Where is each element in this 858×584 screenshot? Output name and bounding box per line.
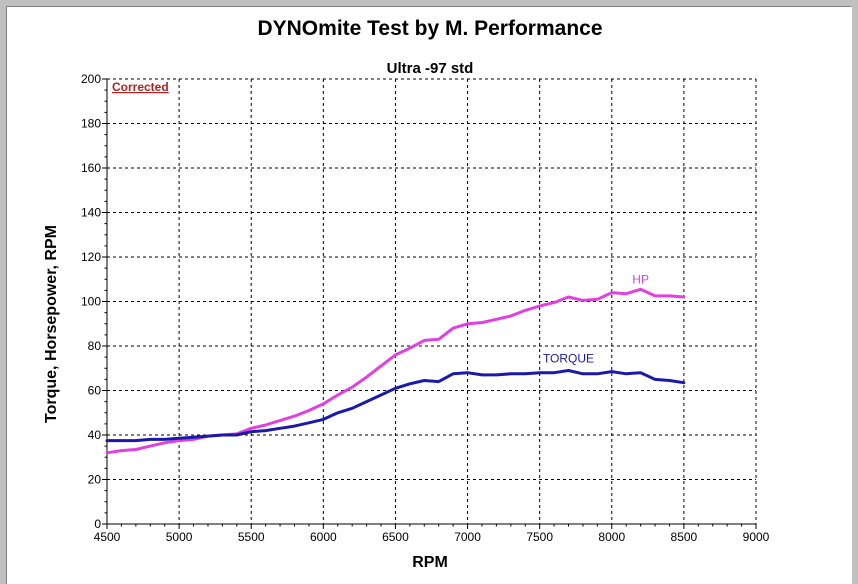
chart-frame (6, 6, 852, 584)
x-tick-label: 8500 (671, 530, 698, 544)
series-labels: HP TORQUE (543, 273, 649, 366)
axes (102, 78, 757, 529)
x-tick-label: 8000 (598, 530, 625, 544)
y-tick-label: 180 (81, 117, 101, 131)
y-tick-label: 120 (81, 250, 101, 264)
chart-subtitle: Ultra -97 std (387, 60, 474, 77)
x-tick-label: 5500 (238, 530, 265, 544)
grid (107, 78, 757, 524)
y-tick-label: 160 (81, 161, 101, 175)
series-label-hp: HP (632, 273, 649, 287)
chart-title: DYNOmite Test by M. Performance (257, 17, 602, 40)
x-tick-label: 7000 (454, 530, 481, 544)
x-tick-label: 7500 (526, 530, 553, 544)
x-tick-label: 4500 (94, 530, 121, 544)
x-tick-label: 6500 (382, 530, 409, 544)
x-tick-label: 6000 (310, 530, 337, 544)
series-lines (105, 287, 686, 455)
x-axis-label: RPM (412, 554, 448, 571)
corrected-annotation: Corrected (112, 80, 169, 94)
series-line-torque (105, 369, 686, 443)
y-tick-label: 60 (88, 384, 102, 398)
y-tick-label: 100 (81, 295, 101, 309)
x-tick-label: 9000 (743, 530, 770, 544)
y-tick-label: 20 (88, 473, 102, 487)
y-tick-label: 200 (81, 72, 101, 86)
y-tick-label: 40 (88, 428, 102, 442)
y-tick-label: 140 (81, 206, 101, 220)
tick-labels: 0 20 40 60 80 100 120 140 160 180 200 4500 5000 5500 6… (81, 72, 770, 544)
x-tick-label: 5000 (166, 530, 193, 544)
y-tick-label: 80 (88, 339, 102, 353)
y-tick-label: 0 (94, 517, 101, 531)
series-label-torque: TORQUE (543, 352, 594, 366)
y-axis-label: Torque, Horsepower, RPM (43, 225, 60, 423)
